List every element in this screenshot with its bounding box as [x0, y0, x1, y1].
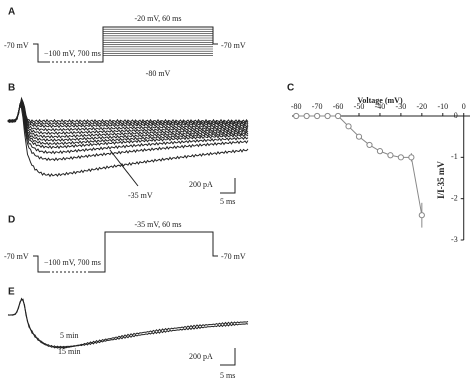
y-tick-label: -3	[451, 235, 458, 244]
data-point	[376, 148, 384, 155]
step-label: -80 mV	[146, 69, 171, 78]
hold-label: -70 mV	[221, 41, 246, 50]
y-axis-title: I/I-35 mV	[436, 161, 446, 199]
x-tick-label: -50	[354, 102, 365, 111]
panel-label: A	[8, 7, 15, 18]
scale-label: 5 ms	[220, 371, 235, 380]
traces	[7, 96, 249, 178]
protocol	[90, 26, 218, 63]
data-point	[397, 154, 404, 161]
step-family	[103, 28, 213, 56]
data-point	[293, 112, 300, 120]
x-tick-label: 0	[462, 102, 466, 111]
scale-label: 5 ms	[220, 197, 235, 206]
step-label: -35 mV, 60 ms	[135, 220, 182, 229]
data-point	[303, 112, 310, 120]
scale-bar	[220, 348, 236, 366]
x-tick-label: -70	[312, 102, 323, 111]
protocol	[90, 231, 218, 273]
pointer	[109, 149, 139, 187]
current-trace	[7, 104, 249, 162]
current-trace	[7, 102, 249, 155]
x-tick-label: -10	[437, 102, 448, 111]
panel-label: E	[8, 287, 15, 298]
trace-label: 15 min	[58, 347, 80, 356]
current-trace	[7, 101, 249, 132]
x-tick-label: -60	[333, 102, 344, 111]
x-tick-label: -80	[291, 102, 302, 111]
scale-bar	[220, 178, 236, 194]
scale-label: 200 pA	[189, 180, 213, 189]
y-tick-label: -2	[451, 193, 458, 202]
current-trace	[7, 100, 249, 136]
data-point	[387, 152, 394, 159]
data-point	[324, 112, 331, 120]
protocol	[33, 43, 48, 63]
x-tick-label: -30	[396, 102, 407, 111]
data-point	[366, 141, 373, 149]
panel-label: D	[8, 215, 15, 226]
series-line	[296, 115, 423, 216]
current-trace	[7, 104, 249, 178]
step-label: -20 mV, 60 ms	[135, 14, 182, 23]
data-point	[408, 154, 415, 161]
y-tick-label: 0	[454, 111, 458, 120]
prepulse-label: −100 mV, 700 ms	[44, 258, 101, 267]
x-axis-title: Voltage (mV)	[357, 96, 403, 105]
current-trace	[7, 99, 249, 143]
data-point	[355, 133, 363, 140]
traces	[7, 297, 249, 349]
current-trace	[7, 98, 249, 126]
data-point	[314, 112, 321, 120]
x-tick-label: -20	[416, 102, 427, 111]
panel-label: C	[287, 83, 294, 94]
current-trace	[7, 103, 249, 150]
y-tick-label: -1	[451, 152, 458, 161]
prepulse-label: −100 mV, 700 ms	[44, 49, 101, 58]
current-trace	[7, 101, 249, 146]
current-trace	[7, 99, 249, 139]
chart: C Voltage (mV) I/I-35 mV -80 -70 -60 -50 -40…	[287, 83, 470, 244]
hold-label: -70 mV	[4, 41, 29, 50]
current-trace	[7, 298, 249, 349]
panel-label: B	[8, 83, 15, 94]
protocol	[33, 255, 48, 273]
hold-label: -70 mV	[221, 252, 246, 261]
data-point	[345, 123, 352, 130]
current-trace	[7, 96, 249, 124]
data-point	[418, 212, 425, 219]
trace-label: 5 min	[60, 331, 78, 340]
data-point	[334, 112, 342, 120]
scale-label: 200 pA	[189, 352, 213, 361]
x-tick-label: -40	[375, 102, 386, 111]
current-trace	[7, 100, 249, 129]
hold-label: -70 mV	[4, 252, 29, 261]
trace-label: -35 mV	[128, 191, 153, 200]
current-trace	[7, 297, 249, 349]
